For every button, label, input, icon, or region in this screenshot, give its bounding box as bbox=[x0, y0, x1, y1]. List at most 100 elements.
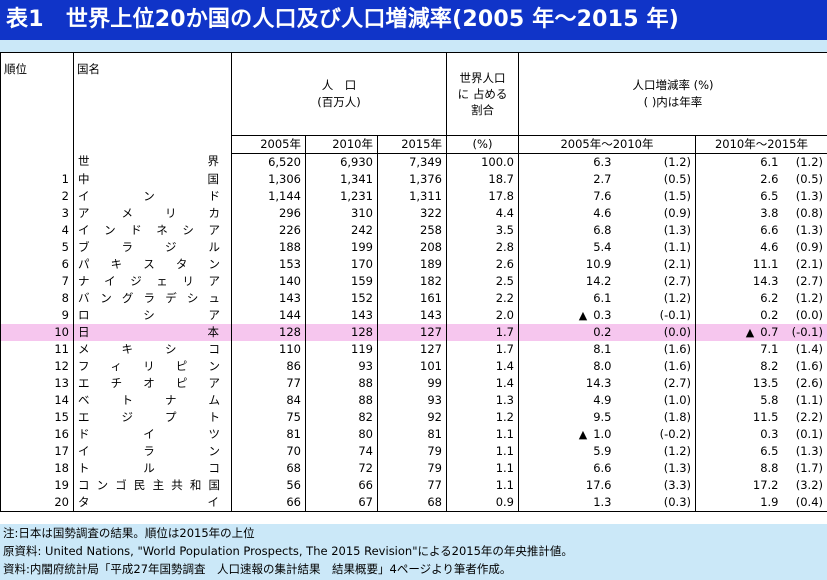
annual-rate-cell: (1.2) bbox=[615, 442, 696, 460]
p2005-cell: 143 bbox=[231, 289, 306, 307]
rank-cell: 12 bbox=[0, 357, 74, 375]
growth-rate-value: 3.8 bbox=[760, 205, 779, 220]
country-name-cell: ア メ リ カ bbox=[73, 204, 232, 222]
p2010-cell: 242 bbox=[305, 221, 378, 239]
growth-rate-value: 6.1 bbox=[760, 154, 779, 169]
table-row: 17 イ ラ ン 70 74 79 1.1 5.9 (1.2) 6.5 (1.3) bbox=[0, 442, 827, 460]
rank-cell: 17 bbox=[0, 442, 74, 460]
data-source-line: 資料:内閣府統計局「平成27年国勢調査 人口速報の集計結果 結果概要」4ページよ… bbox=[3, 562, 512, 576]
p2015-cell: 189 bbox=[377, 255, 447, 273]
country-name-cell: エ ジ プ ト bbox=[73, 408, 232, 426]
annual-rate-cell: (1.2) bbox=[615, 289, 696, 307]
rank-cell: 16 bbox=[0, 425, 74, 443]
annual-rate-cell: (0.9) bbox=[615, 204, 696, 222]
p2010-cell: 310 bbox=[305, 204, 378, 222]
p2010-cell: 199 bbox=[305, 238, 378, 256]
annual-rate-cell: (1.6) bbox=[615, 357, 696, 375]
p2005-cell: 84 bbox=[231, 391, 306, 409]
p2010-cell: 152 bbox=[305, 289, 378, 307]
table-row: 世 界 6,520 6,930 7,349 100.0 6.3 (1.2) 6.1 (1.2) bbox=[0, 153, 827, 171]
share-cell: 4.4 bbox=[446, 204, 519, 222]
growth-rate-cell: 7.1 bbox=[695, 340, 783, 358]
annual-rate-cell: (0.0) bbox=[615, 323, 696, 341]
p2015-cell: 81 bbox=[377, 425, 447, 443]
country-name-cell: ド イ ツ bbox=[73, 425, 232, 443]
annual-rate-cell: (-0.2) bbox=[615, 425, 696, 443]
growth-rate-cell: 6.1 bbox=[695, 153, 783, 171]
annual-rate-cell: (0.9) bbox=[782, 238, 827, 256]
p2005-cell: 68 bbox=[231, 459, 306, 477]
p2005-cell: 81 bbox=[231, 425, 306, 443]
annual-rate-cell: (-0.1) bbox=[782, 323, 827, 341]
annual-rate-cell: (3.2) bbox=[782, 476, 827, 494]
growth-rate-cell: 17.6 bbox=[518, 476, 616, 494]
negative-marker-icon: ▲ bbox=[578, 308, 588, 322]
p2010-cell: 74 bbox=[305, 442, 378, 460]
growth-rate-cell: ▲ 0.3 bbox=[518, 306, 616, 324]
growth-rate-value: 14.3 bbox=[585, 375, 612, 390]
annual-rate-cell: (1.3) bbox=[615, 221, 696, 239]
p2015-cell: 127 bbox=[377, 323, 447, 341]
annual-rate-cell: (2.6) bbox=[782, 374, 827, 392]
annual-rate-cell: (0.0) bbox=[782, 306, 827, 324]
growth-rate-cell: 5.4 bbox=[518, 238, 616, 256]
growth-rate-value: 14.2 bbox=[585, 273, 612, 288]
growth-rate-cell: 6.5 bbox=[695, 442, 783, 460]
p2010-cell: 1,341 bbox=[305, 170, 378, 188]
country-name-cell: コンゴ民主共和国 bbox=[73, 476, 232, 494]
p2005-cell: 66 bbox=[231, 493, 306, 512]
rank-cell: 9 bbox=[0, 306, 74, 324]
rank-cell: 11 bbox=[0, 340, 74, 358]
country-name-cell: 世 界 bbox=[73, 153, 232, 171]
growth-rate-value: 0.3 bbox=[593, 307, 612, 322]
header-year-2015: 2015年 bbox=[377, 134, 447, 154]
p2015-cell: 99 bbox=[377, 374, 447, 392]
annual-rate-cell: (0.5) bbox=[782, 170, 827, 188]
table-row: 10 日 本 128 128 127 1.7 0.2 (0.0) ▲ 0.7 (-0.1) bbox=[0, 323, 827, 341]
growth-rate-value: 0.3 bbox=[760, 426, 779, 441]
growth-rate-cell: 6.8 bbox=[518, 221, 616, 239]
p2005-cell: 188 bbox=[231, 238, 306, 256]
rank-cell: 5 bbox=[0, 238, 74, 256]
growth-rate-value: 17.2 bbox=[752, 477, 779, 492]
annual-rate-cell: (3.3) bbox=[615, 476, 696, 494]
share-cell: 2.5 bbox=[446, 272, 519, 290]
p2005-cell: 56 bbox=[231, 476, 306, 494]
p2015-cell: 322 bbox=[377, 204, 447, 222]
growth-rate-cell: 9.5 bbox=[518, 408, 616, 426]
growth-rate-value: 13.5 bbox=[752, 375, 779, 390]
header-share-l2: に 占める bbox=[457, 86, 508, 101]
country-name-cell: イ ン ド bbox=[73, 187, 232, 205]
annual-rate-cell: (1.7) bbox=[782, 459, 827, 477]
growth-rate-value: 14.3 bbox=[752, 273, 779, 288]
annual-rate-cell: (2.7) bbox=[615, 272, 696, 290]
growth-rate-cell: 6.1 bbox=[518, 289, 616, 307]
p2015-cell: 143 bbox=[377, 306, 447, 324]
p2015-cell: 1,376 bbox=[377, 170, 447, 188]
growth-rate-cell: 4.6 bbox=[695, 238, 783, 256]
p2010-cell: 119 bbox=[305, 340, 378, 358]
table-row: 7 ナイジェリア 140 159 182 2.5 14.2 (2.7) 14.3 (2.7) bbox=[0, 272, 827, 290]
growth-rate-value: 4.9 bbox=[593, 392, 612, 407]
table-row: 19 コンゴ民主共和国 56 66 77 1.1 17.6 (3.3) 17.2 (3.2) bbox=[0, 476, 827, 494]
p2005-cell: 140 bbox=[231, 272, 306, 290]
growth-rate-value: 0.7 bbox=[760, 324, 779, 339]
p2005-cell: 77 bbox=[231, 374, 306, 392]
rank-cell: 15 bbox=[0, 408, 74, 426]
table-row: 16 ド イ ツ 81 80 81 1.1 ▲ 1.0 (-0.2) 0.3 (0.1) bbox=[0, 425, 827, 443]
header-population-label: 人 口 bbox=[321, 77, 357, 92]
negative-marker-icon: ▲ bbox=[745, 325, 755, 339]
growth-rate-value: 7.1 bbox=[760, 341, 779, 356]
p2015-cell: 79 bbox=[377, 459, 447, 477]
country-name-cell: メ キ シ コ bbox=[73, 340, 232, 358]
annual-rate-cell: (0.4) bbox=[782, 493, 827, 512]
growth-rate-cell: 1.9 bbox=[695, 493, 783, 512]
table-row: 20 タ イ 66 67 68 0.9 1.3 (0.3) 1.9 (0.4) bbox=[0, 493, 827, 512]
annual-rate-cell: (1.3) bbox=[615, 459, 696, 477]
p2015-cell: 93 bbox=[377, 391, 447, 409]
annual-rate-cell: (1.1) bbox=[782, 391, 827, 409]
table-row: 15 エ ジ プ ト 75 82 92 1.2 9.5 (1.8) 11.5 (2.2) bbox=[0, 408, 827, 426]
share-cell: 2.0 bbox=[446, 306, 519, 324]
